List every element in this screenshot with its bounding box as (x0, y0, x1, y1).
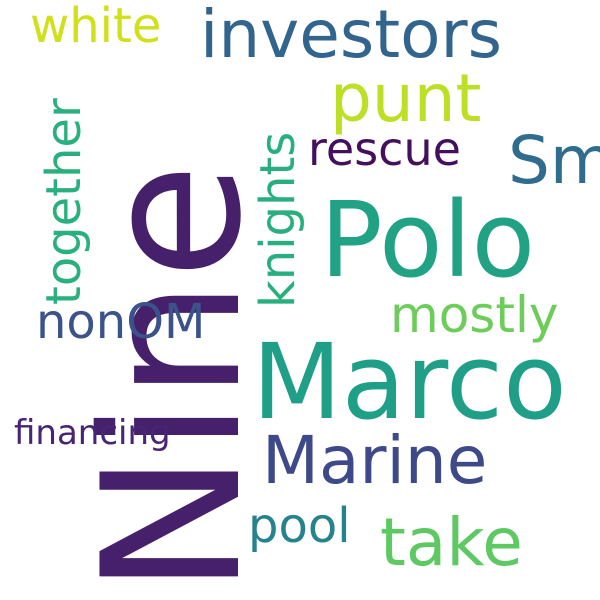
word-marco: Marco (252, 321, 567, 443)
word-mostly: mostly (390, 286, 559, 344)
word-pool: pool (248, 498, 351, 554)
word-nonom: nonOM (36, 294, 206, 350)
word-take: take (380, 504, 523, 581)
word-investors: investors (200, 0, 502, 73)
word-polo: Polo (320, 179, 536, 301)
word-together: together (36, 98, 92, 305)
word-rescue: rescue (308, 122, 461, 176)
word-white: white (30, 0, 162, 54)
word-knights: knights (250, 131, 306, 308)
word-punt: punt (330, 60, 482, 137)
word-financing: financing (14, 413, 171, 453)
word-sm: Sm (508, 122, 600, 199)
word-nine: Nine (62, 162, 283, 595)
word-marine: Marine (262, 422, 488, 499)
